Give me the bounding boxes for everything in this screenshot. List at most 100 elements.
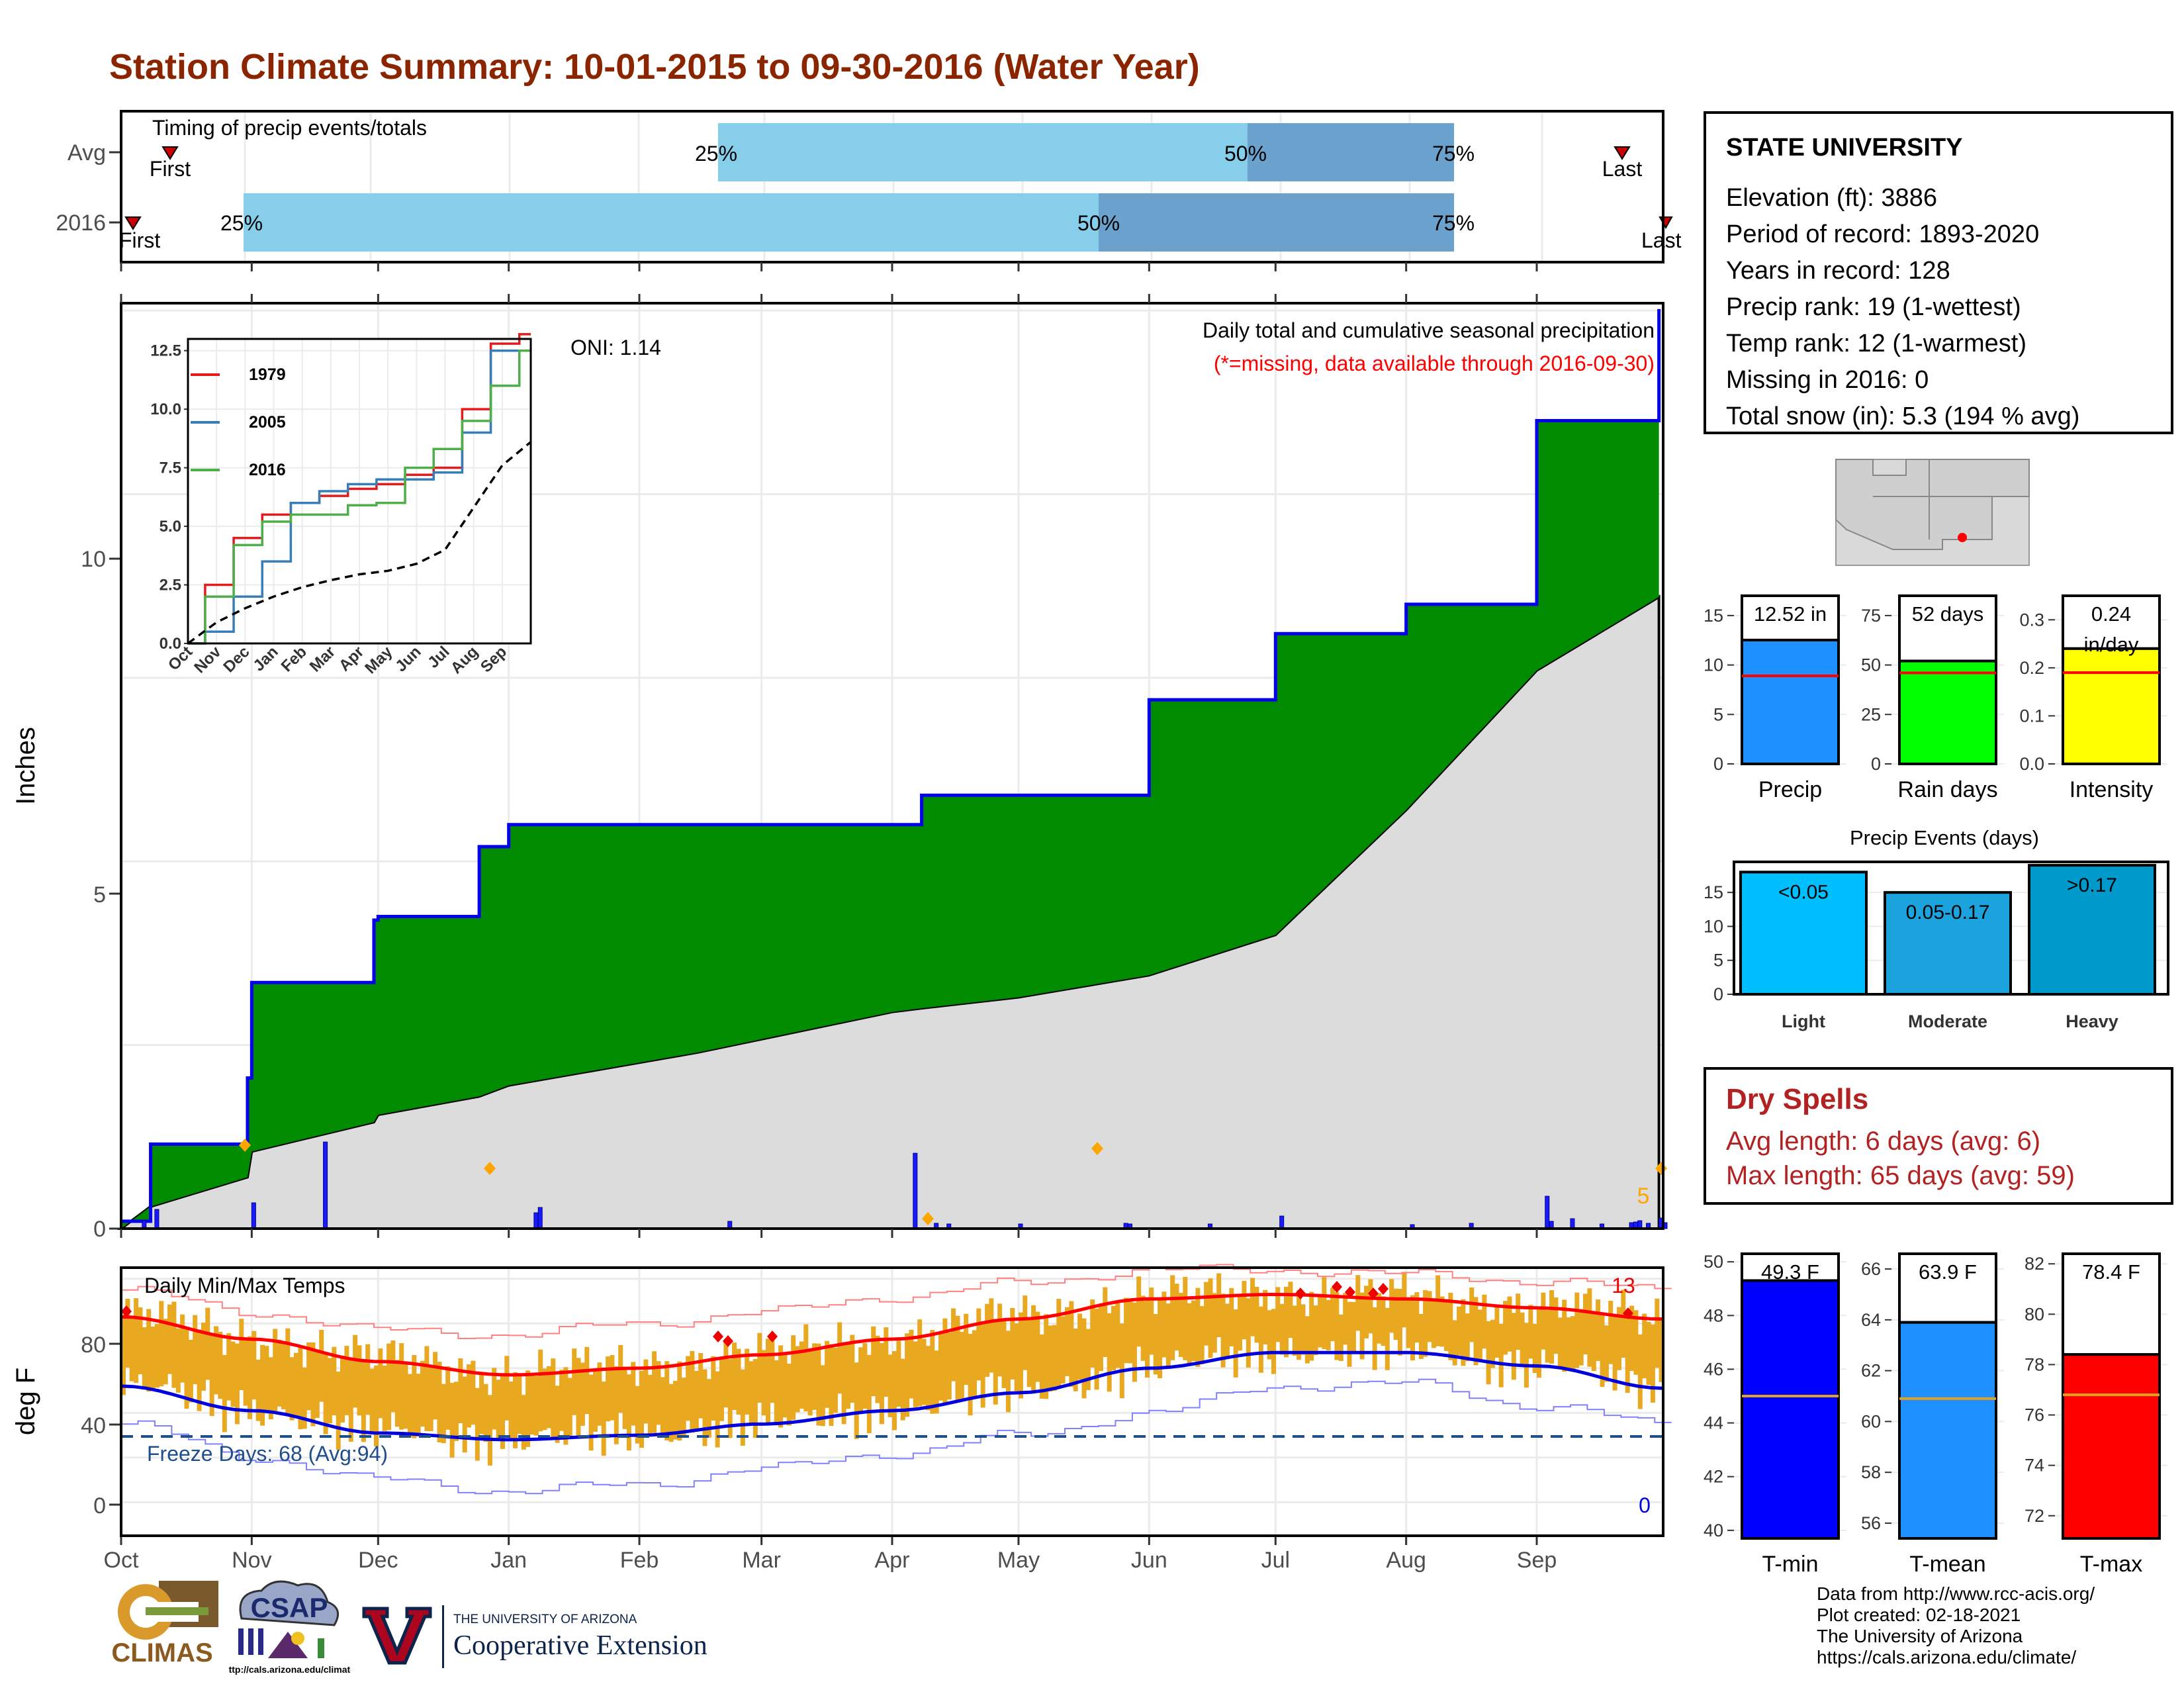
events-category-heavy: Heavy — [2066, 1011, 2118, 1031]
temp-day-bar — [606, 1356, 611, 1422]
temp-day-bar — [547, 1366, 551, 1429]
intensity-bar-tick-label-0: 0.0 — [2019, 754, 2044, 774]
temp-day-bar — [551, 1358, 556, 1438]
temp-day-bar — [1655, 1298, 1660, 1368]
temp-day-bar — [1431, 1299, 1436, 1348]
tmax-bar-label-box — [2062, 1252, 2161, 1356]
temp-day-bar — [264, 1346, 269, 1411]
station-name: STATE UNIVERSITY — [1726, 134, 1963, 162]
inset-line-1979 — [188, 333, 531, 645]
oni-label: ONI: 1.14 — [570, 336, 661, 359]
events-bar-light — [1739, 870, 1868, 996]
temp-day-bar — [1591, 1313, 1596, 1372]
precip-bar-value-label: 12.52 in — [1754, 602, 1827, 626]
avg-q50-label: 50% — [1224, 142, 1267, 165]
temp-day-bar — [218, 1331, 223, 1399]
temp-day-bar — [702, 1369, 707, 1446]
station-elevation: Elevation (ft): 3886 — [1726, 184, 1937, 212]
intensity-bar-tick-label-1: 0.1 — [2019, 706, 2044, 726]
temp-day-bar — [277, 1339, 282, 1407]
temp-day-bar — [757, 1333, 762, 1403]
temp-day-bar — [1427, 1291, 1432, 1342]
temp-day-bar — [260, 1344, 265, 1426]
temp-day-bar — [163, 1319, 168, 1385]
temp-day-bar — [1309, 1291, 1314, 1361]
temp-day-bar — [1195, 1288, 1201, 1367]
temp-day-bar — [1069, 1301, 1074, 1387]
temp-day-bar — [841, 1342, 846, 1425]
temp-day-bar — [1359, 1292, 1365, 1360]
temp-day-bar — [529, 1374, 535, 1435]
temp-day-bar — [884, 1327, 889, 1397]
intensity-bar-name: Intensity — [2070, 777, 2154, 802]
temp-day-bar — [134, 1298, 139, 1383]
station-info-box: STATE UNIVERSITY Elevation (ft): 3886 Pe… — [1704, 111, 2173, 434]
avg-last-label: Last — [1602, 157, 1643, 181]
temp-day-bar — [887, 1354, 893, 1417]
temp-day-bar — [1389, 1279, 1394, 1333]
temp-day-bar — [774, 1360, 779, 1423]
temp-day-bar — [820, 1365, 825, 1427]
tmin-bar-value-bar — [1741, 1279, 1840, 1540]
raindays-bar-tick-label-0: 0 — [1871, 754, 1881, 774]
temp-day-bar — [467, 1364, 471, 1428]
station-precip-rank: Precip rank: 19 (1-wettest) — [1726, 293, 2021, 321]
temp-day-bar — [150, 1326, 156, 1389]
inset-ytick-1: 2.5 — [159, 577, 181, 594]
temp-day-bar — [694, 1371, 699, 1432]
tmin-bar-value-label: 49.3 F — [1761, 1260, 1819, 1284]
temp-day-bar — [159, 1301, 164, 1387]
temp-day-bar — [1494, 1305, 1500, 1358]
station-years: Years in record: 128 — [1726, 257, 1950, 285]
temp-day-bar — [1044, 1314, 1049, 1399]
dry-spells-title: Dry Spells — [1726, 1083, 1869, 1115]
temp-day-bar — [850, 1335, 855, 1403]
temp-day-bar — [336, 1372, 341, 1450]
temp-day-bar — [647, 1374, 653, 1435]
tmin-bar-tick-label-2: 44 — [1704, 1413, 1723, 1433]
temp-day-bar — [332, 1346, 337, 1416]
tmean-bar-tick-label-2: 60 — [1861, 1411, 1881, 1431]
ua-small-text: THE UNIVERSITY OF ARIZONA — [453, 1613, 637, 1626]
temp-day-bar — [298, 1347, 303, 1430]
precip-note-title: Daily total and cumulative seasonal prec… — [1203, 318, 1655, 342]
temp-day-bar — [1490, 1319, 1495, 1368]
temp-day-bar — [584, 1346, 590, 1415]
temp-day-bar — [1224, 1303, 1230, 1359]
temp-day-bar — [382, 1365, 387, 1431]
temp-day-bar — [601, 1382, 606, 1456]
temp-day-bar — [652, 1351, 657, 1433]
temp-day-bar — [1368, 1279, 1373, 1334]
max-day-markers — [239, 1139, 1667, 1225]
temp-day-bar — [449, 1382, 455, 1458]
temp-day-bar — [1448, 1292, 1453, 1360]
temp-day-bar — [1258, 1306, 1263, 1373]
temp-day-bar — [837, 1322, 842, 1394]
temp-day-bar — [1035, 1311, 1040, 1382]
temp-day-bar — [289, 1357, 295, 1421]
svg-text:CLIMAS: CLIMAS — [111, 1638, 212, 1667]
temp-day-bar — [572, 1348, 577, 1415]
temp-day-bar — [268, 1357, 273, 1420]
temp-day-bar — [1604, 1325, 1609, 1382]
temp-day-bar — [1077, 1313, 1083, 1380]
temp-day-bar — [829, 1344, 834, 1426]
temp-day-bar — [736, 1348, 741, 1415]
station-location-marker — [1958, 533, 1967, 542]
intensity-bar-value-label: 0.24 — [2091, 602, 2131, 626]
temp-day-bar — [782, 1352, 788, 1418]
month-label-feb: Feb — [620, 1548, 659, 1573]
tmax-bar-value-label: 78.4 F — [2082, 1260, 2140, 1284]
temp-day-bar — [846, 1342, 850, 1409]
temp-day-bar — [1140, 1295, 1146, 1361]
temp-day-bar — [1048, 1325, 1053, 1391]
temperature-bar-charts: 40 42 44 46 48 50 49.3 F T-min 56 58 60 62 64 66 63.9 … — [1704, 1252, 2167, 1577]
temp-day-bar — [538, 1349, 543, 1432]
temp-day-bar — [1297, 1290, 1302, 1360]
temp-day-bar — [656, 1361, 661, 1425]
temp-day-bar — [281, 1343, 286, 1409]
temp-day-bar — [938, 1333, 943, 1401]
month-label-mar: Mar — [742, 1548, 781, 1573]
temp-day-bar — [1103, 1287, 1108, 1357]
tmin-bar-tick-label-1: 42 — [1704, 1467, 1723, 1487]
